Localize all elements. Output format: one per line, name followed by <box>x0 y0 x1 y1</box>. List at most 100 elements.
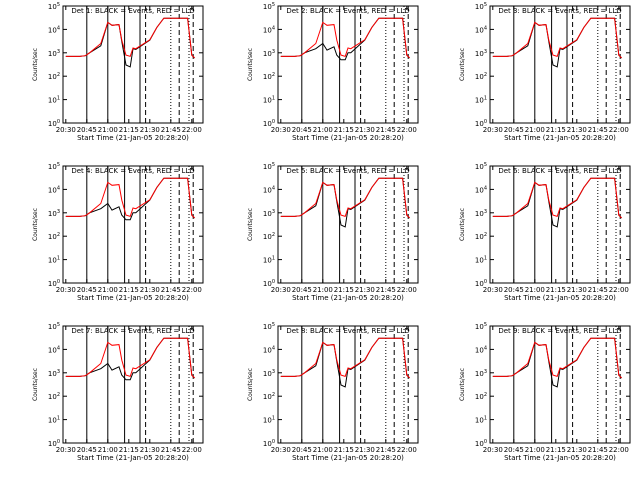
x-tick-label: 21:30 <box>355 446 375 454</box>
y-tick-label: 100 <box>263 279 275 288</box>
y-axis-label: Counts/sec <box>32 48 39 81</box>
y-tick-label: 105 <box>263 162 275 171</box>
y-tick-label: 105 <box>263 322 275 331</box>
x-tick-label: 21:30 <box>567 126 587 134</box>
y-tick-label-exponent: 5 <box>272 162 275 168</box>
y-tick-label-exponent: 4 <box>272 345 275 351</box>
panel-4: Det 4: BLACK = Events, RED = LLD10010110… <box>32 162 204 302</box>
y-tick-label-exponent: 4 <box>484 345 487 351</box>
x-tick-label: 22:00 <box>182 126 202 134</box>
series-line-events <box>492 337 622 388</box>
x-tick-label: 22:00 <box>397 126 417 134</box>
y-tick-label: 102 <box>48 232 60 241</box>
y-tick-label: 101 <box>48 416 60 425</box>
x-tick-label: 21:45 <box>588 126 608 134</box>
y-tick-label: 104 <box>48 25 60 34</box>
x-tick-label: 20:30 <box>56 446 76 454</box>
y-axis-label: Counts/sec <box>247 48 254 81</box>
panel-title: Det 3: BLACK = Events, RED = LLD <box>498 7 621 15</box>
plot-frame <box>277 5 419 124</box>
series-line-events <box>65 177 195 221</box>
plot-frame <box>277 165 419 284</box>
x-axis-label: Start Time (21-Jan-05 20:28:20) <box>504 294 616 302</box>
y-tick-label: 102 <box>263 392 275 401</box>
y-axis-label: Counts/sec <box>459 48 466 81</box>
x-tick-label: 20:45 <box>292 126 312 134</box>
x-tick-label: 20:45 <box>504 446 524 454</box>
y-tick-label-exponent: 4 <box>272 25 275 31</box>
y-tick-label: 101 <box>263 96 275 105</box>
panel-5: Det 5: BLACK = Events, RED = LLD 100 101 10… <box>247 162 419 302</box>
panel-title: Det 9: BLACK = Events, RED = LLD <box>498 327 621 335</box>
y-tick-label: 104 <box>475 25 487 34</box>
x-tick-label: 21:00 <box>313 126 333 134</box>
panel-title: Det 4: BLACK = Events, RED = LLD <box>71 167 194 175</box>
panel-9: Det 9: BLACK = Events, RED = LLD 100 101 10… <box>459 322 631 462</box>
y-tick-label: 100 <box>263 119 275 128</box>
y-tick-label-exponent: 5 <box>484 162 487 168</box>
x-tick-label: 20:30 <box>483 286 503 294</box>
y-tick-label-exponent: 5 <box>484 322 487 328</box>
y-tick-label: 103 <box>475 209 487 218</box>
series-line-events <box>280 17 410 61</box>
y-tick-label-exponent: 2 <box>272 232 275 238</box>
y-tick-label-exponent: 5 <box>57 162 60 168</box>
panel-3: Det 3: BLACK = Events, RED = LLD10010110… <box>459 2 631 142</box>
y-tick-label-exponent: 2 <box>272 72 275 78</box>
y-tick-label: 104 <box>48 345 60 354</box>
x-axis-label: Start Time (21-Jan-05 20:28:20) <box>77 294 189 302</box>
y-tick-label-exponent: 3 <box>484 49 487 55</box>
y-tick-label-exponent: 4 <box>57 185 60 191</box>
x-tick-label: 21:45 <box>376 286 396 294</box>
y-tick-label: 102 <box>263 232 275 241</box>
y-tick-label: 103 <box>475 369 487 378</box>
x-tick-label: 21:00 <box>98 286 118 294</box>
y-tick-label: 105 <box>475 322 487 331</box>
x-tick-label: 20:30 <box>56 286 76 294</box>
y-tick-label-exponent: 1 <box>272 96 275 102</box>
y-tick-label: 101 <box>48 96 60 105</box>
y-tick-label: 105 <box>475 2 487 11</box>
x-tick-label: 21:45 <box>161 126 181 134</box>
x-tick-label: 21:00 <box>525 286 545 294</box>
x-tick-label: 21:15 <box>546 446 566 454</box>
y-tick-label: 104 <box>263 25 275 34</box>
y-tick-label: 101 <box>475 416 487 425</box>
x-tick-label: 20:45 <box>77 286 97 294</box>
x-tick-label: 21:30 <box>140 286 160 294</box>
y-tick-label-exponent: 5 <box>272 2 275 8</box>
y-tick-label-exponent: 3 <box>57 49 60 55</box>
y-tick-label-exponent: 4 <box>57 345 60 351</box>
panel-title: Det 1: BLACK = Events, RED = LLD <box>71 7 194 15</box>
x-tick-label: 21:00 <box>313 286 333 294</box>
y-tick-label-exponent: 1 <box>484 256 487 262</box>
y-tick-label: 101 <box>263 256 275 265</box>
y-tick-label-exponent: 1 <box>272 416 275 422</box>
series-line-lld <box>492 177 622 219</box>
x-tick-label: 22:00 <box>609 126 629 134</box>
y-tick-label: 100 <box>48 279 60 288</box>
x-axis-label: Start Time (21-Jan-05 20:28:20) <box>77 454 189 462</box>
y-axis-label: Counts/sec <box>32 208 39 241</box>
x-tick-label: 22:00 <box>182 286 202 294</box>
y-tick-label-exponent: 3 <box>57 369 60 375</box>
y-tick-label-exponent: 5 <box>57 322 60 328</box>
y-tick-label: 103 <box>263 209 275 218</box>
x-tick-label: 22:00 <box>397 286 417 294</box>
y-tick-label-exponent: 2 <box>484 72 487 78</box>
panel-7: Det 7: BLACK = Events, RED = LLD10010110… <box>32 322 204 462</box>
y-tick-label: 100 <box>475 439 487 448</box>
panel-title: Det 5: BLACK = Events, RED = LLD <box>286 167 409 175</box>
x-tick-label: 21:45 <box>376 446 396 454</box>
x-tick-label: 21:00 <box>98 446 118 454</box>
y-tick-label-exponent: 1 <box>57 96 60 102</box>
y-tick-label-exponent: 1 <box>484 416 487 422</box>
y-axis-label: Counts/sec <box>459 368 466 401</box>
series-line-lld <box>65 177 195 219</box>
y-tick-label: 101 <box>475 96 487 105</box>
y-tick-label: 102 <box>48 392 60 401</box>
x-tick-label: 21:30 <box>355 286 375 294</box>
y-tick-label-exponent: 3 <box>484 209 487 215</box>
plot-frame <box>489 5 631 124</box>
panel-title: Det 2: BLACK = Events, RED = LLD <box>286 7 409 15</box>
